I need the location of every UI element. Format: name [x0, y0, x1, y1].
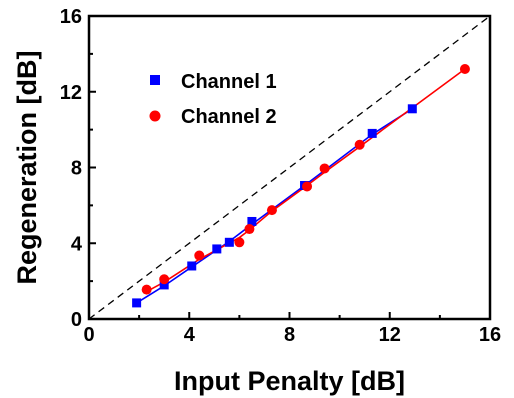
- point-channel-2-4: [244, 224, 255, 235]
- point-channel-2-1: [159, 274, 170, 285]
- plot-frame: [87, 14, 492, 321]
- fit-line-channel-2: [146, 68, 466, 293]
- reference-line-y-equals-x: [88, 15, 491, 320]
- point-channel-2-3: [234, 237, 245, 248]
- point-channel-2-2: [194, 250, 205, 261]
- legend-marker-channel-2: [149, 110, 161, 122]
- point-channel-1-4: [224, 237, 234, 247]
- point-channel-2-0: [141, 284, 152, 295]
- y-tick-label-0: 0: [71, 309, 82, 331]
- point-channel-1-1: [159, 280, 169, 290]
- y-tick-label-16: 16: [60, 6, 82, 28]
- x-tick-label-8: 8: [284, 324, 295, 346]
- point-channel-1-8: [407, 104, 417, 114]
- legend-label-channel-1: Channel 1: [181, 71, 277, 93]
- data-points-layer: [132, 64, 470, 308]
- x-tick-label-4: 4: [184, 324, 196, 346]
- x-tick-label-16: 16: [479, 324, 501, 346]
- x-tick-label-0: 0: [83, 324, 94, 346]
- point-channel-1-5: [247, 216, 257, 226]
- reference-line-layer: [88, 15, 491, 320]
- y-tick-label-4: 4: [71, 233, 83, 255]
- x-tick-label-12: 12: [379, 324, 401, 346]
- legend-marker-channel-1: [150, 75, 160, 85]
- point-channel-1-2: [187, 261, 197, 271]
- point-channel-1-3: [212, 244, 222, 254]
- y-axis-title: Regeneration [dB]: [12, 50, 42, 284]
- point-channel-1-0: [132, 298, 142, 308]
- point-channel-1-7: [367, 128, 377, 138]
- legend: Channel 1 Channel 2: [149, 71, 277, 128]
- point-channel-2-5: [266, 205, 277, 216]
- point-channel-2-7: [319, 163, 330, 174]
- point-channel-2-6: [302, 181, 313, 192]
- tick-labels: 0 4 8 12 16 0 4 8 12 16: [60, 6, 501, 346]
- y-tick-label-8: 8: [71, 158, 82, 180]
- point-channel-2-8: [354, 139, 365, 150]
- x-axis-title: Input Penalty [dB]: [174, 366, 405, 396]
- point-channel-2-9: [459, 64, 470, 75]
- y-tick-label-12: 12: [60, 82, 82, 104]
- legend-label-channel-2: Channel 2: [181, 106, 277, 128]
